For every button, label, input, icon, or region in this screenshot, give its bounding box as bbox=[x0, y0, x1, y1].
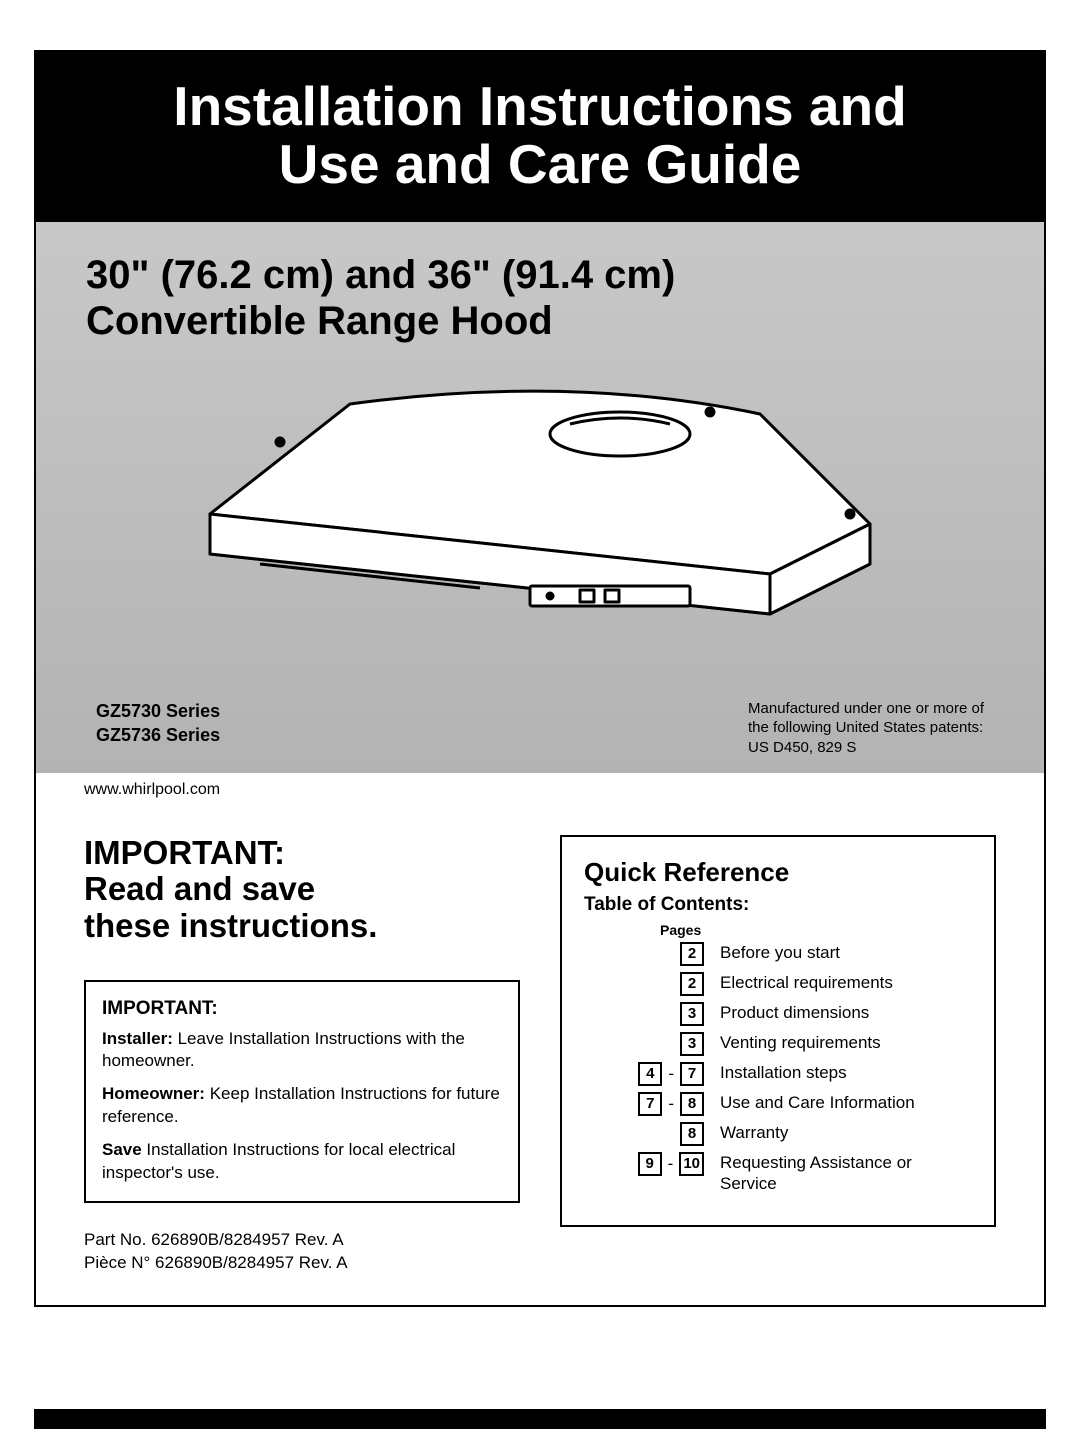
save-note: Save Installation Instructions for local… bbox=[102, 1139, 502, 1185]
toc-pages: 3 bbox=[584, 1032, 704, 1056]
important-box-label: IMPORTANT: bbox=[102, 996, 502, 1022]
right-column: Quick Reference Table of Contents: Pages… bbox=[560, 813, 996, 1275]
subtitle-line1: 30" (76.2 cm) and 36" (91.4 cm) bbox=[86, 252, 994, 298]
important-line2: Read and save bbox=[84, 871, 520, 907]
partno-line1: Part No. 626890B/8284957 Rev. A bbox=[84, 1229, 520, 1252]
series-line2: GZ5736 Series bbox=[96, 723, 220, 747]
toc-item: 2Electrical requirements bbox=[584, 972, 972, 996]
homeowner-note: Homeowner: Keep Installation Instruction… bbox=[102, 1083, 502, 1129]
toc-text: Requesting Assistance or Service bbox=[704, 1152, 972, 1195]
toc-text: Use and Care Information bbox=[704, 1092, 915, 1113]
page-number-box: 7 bbox=[680, 1062, 704, 1086]
page-number-box: 2 bbox=[680, 972, 704, 996]
page-number-box: 8 bbox=[680, 1122, 704, 1146]
footer-bar bbox=[34, 1409, 1046, 1429]
series-block: GZ5730 Series GZ5736 Series bbox=[96, 699, 220, 748]
gray-area: 30" (76.2 cm) and 36" (91.4 cm) Converti… bbox=[36, 222, 1044, 774]
important-line3: these instructions. bbox=[84, 908, 520, 944]
page-number-box: 3 bbox=[680, 1032, 704, 1056]
title-band: Installation Instructions and Use and Ca… bbox=[36, 52, 1044, 222]
toc-item: 7-8Use and Care Information bbox=[584, 1092, 972, 1116]
partno-line2: Pièce N° 626890B/8284957 Rev. A bbox=[84, 1252, 520, 1275]
page-number-box: 8 bbox=[680, 1092, 704, 1116]
page-number-box: 10 bbox=[679, 1152, 704, 1176]
toc-item: 9-10Requesting Assistance or Service bbox=[584, 1152, 972, 1195]
installer-note: Installer: Leave Installation Instructio… bbox=[102, 1028, 502, 1074]
page-number-box: 4 bbox=[638, 1062, 662, 1086]
important-heading: IMPORTANT: Read and save these instructi… bbox=[84, 835, 520, 944]
toc-text: Venting requirements bbox=[704, 1032, 881, 1053]
toc-item: 8Warranty bbox=[584, 1122, 972, 1146]
toc-item: 3Venting requirements bbox=[584, 1032, 972, 1056]
page-number-box: 2 bbox=[680, 942, 704, 966]
subtitle-line2: Convertible Range Hood bbox=[86, 298, 994, 344]
page-number-box: 7 bbox=[638, 1092, 662, 1116]
toc-item: 4-7Installation steps bbox=[584, 1062, 972, 1086]
toc-pages: 8 bbox=[584, 1122, 704, 1146]
series-row: GZ5730 Series GZ5736 Series Manufactured… bbox=[86, 699, 994, 764]
url-text: www.whirlpool.com bbox=[36, 773, 1044, 801]
patent-block: Manufactured under one or more of the fo… bbox=[748, 699, 984, 758]
patent-line3: US D450, 829 S bbox=[748, 738, 984, 758]
toc-pages: 4-7 bbox=[584, 1062, 704, 1086]
toc-text: Before you start bbox=[704, 942, 840, 963]
patent-line2: the following United States patents: bbox=[748, 718, 984, 738]
toc-pages: 9-10 bbox=[584, 1152, 704, 1176]
pages-label: Pages bbox=[660, 922, 972, 938]
toc-text: Product dimensions bbox=[704, 1002, 869, 1023]
toc-item: 3Product dimensions bbox=[584, 1002, 972, 1026]
title-line1: Installation Instructions and bbox=[56, 78, 1024, 136]
important-line1: IMPORTANT: bbox=[84, 835, 520, 871]
page-frame: Installation Instructions and Use and Ca… bbox=[34, 50, 1046, 1307]
toc-pages: 2 bbox=[584, 972, 704, 996]
toc-title: Table of Contents: bbox=[584, 894, 972, 916]
patent-line1: Manufactured under one or more of bbox=[748, 699, 984, 719]
toc-text: Installation steps bbox=[704, 1062, 847, 1083]
quick-reference-box: Quick Reference Table of Contents: Pages… bbox=[560, 835, 996, 1227]
page-number-box: 3 bbox=[680, 1002, 704, 1026]
lower-area: IMPORTANT: Read and save these instructi… bbox=[36, 801, 1044, 1305]
toc-pages: 3 bbox=[584, 1002, 704, 1026]
quick-reference-title: Quick Reference bbox=[584, 857, 972, 888]
toc-text: Warranty bbox=[704, 1122, 788, 1143]
toc-item: 2Before you start bbox=[584, 942, 972, 966]
range-hood-icon bbox=[150, 364, 930, 684]
title-line2: Use and Care Guide bbox=[56, 136, 1024, 194]
part-numbers: Part No. 626890B/8284957 Rev. A Pièce N°… bbox=[84, 1229, 520, 1275]
toc-pages: 7-8 bbox=[584, 1092, 704, 1116]
important-box: IMPORTANT: Installer: Leave Installation… bbox=[84, 980, 520, 1203]
range-hood-illustration bbox=[86, 364, 994, 689]
toc-pages: 2 bbox=[584, 942, 704, 966]
series-line1: GZ5730 Series bbox=[96, 699, 220, 723]
page-number-box: 9 bbox=[638, 1152, 662, 1176]
toc-text: Electrical requirements bbox=[704, 972, 893, 993]
left-column: IMPORTANT: Read and save these instructi… bbox=[84, 813, 520, 1275]
toc-list: 2Before you start2Electrical requirement… bbox=[584, 942, 972, 1195]
